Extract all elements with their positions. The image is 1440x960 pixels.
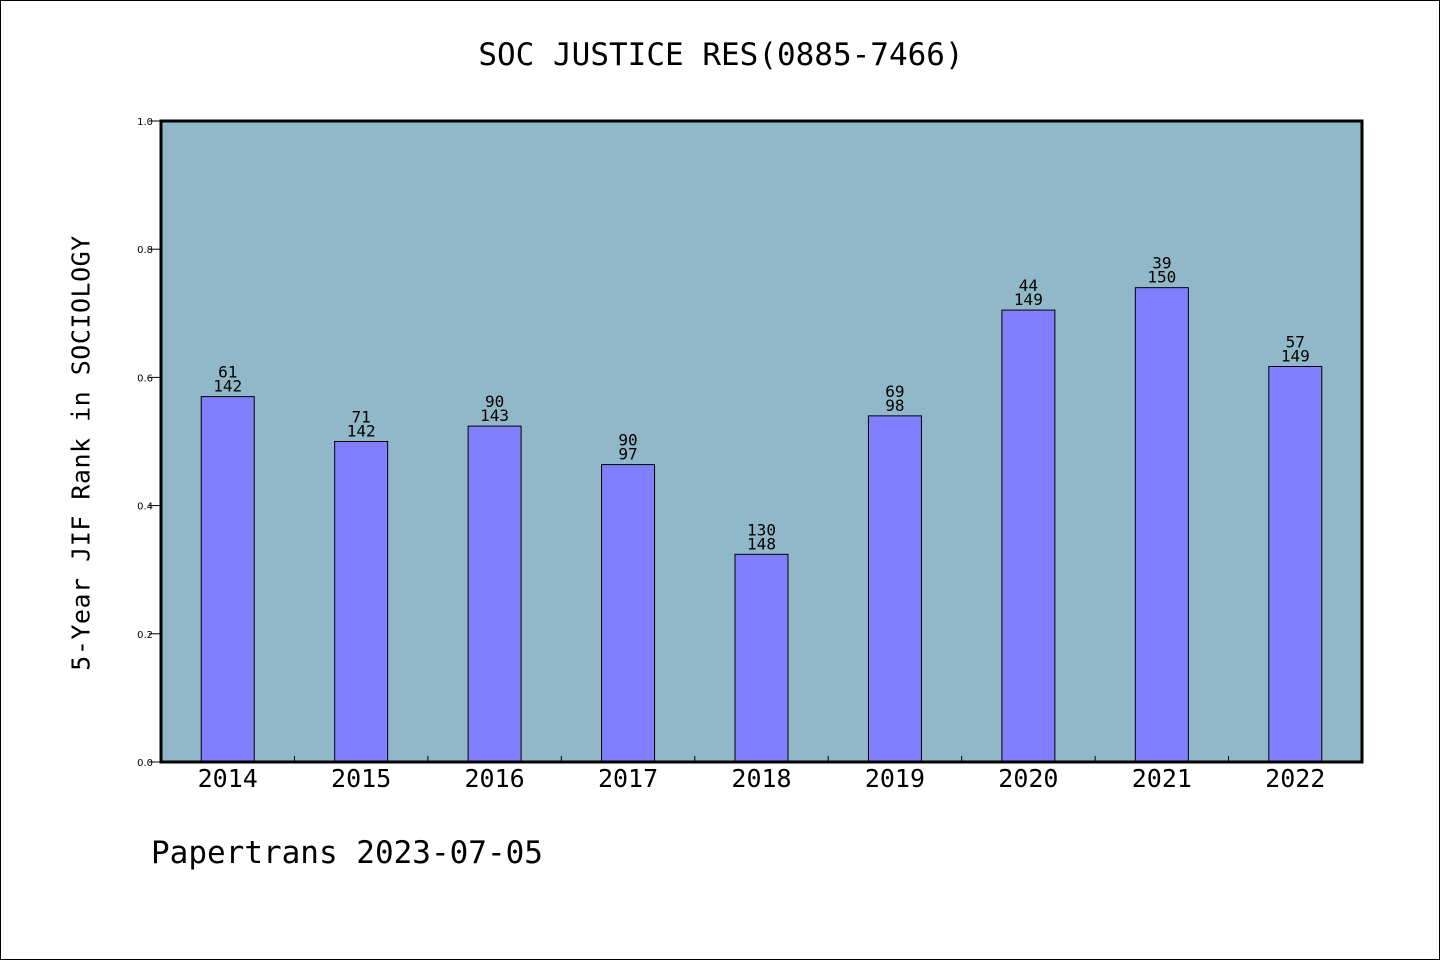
- bar-2018: [734, 553, 789, 763]
- bar-total-label: 98: [885, 396, 904, 415]
- bar-rank-label: 39: [1152, 254, 1171, 273]
- plot-frame: [159, 119, 1364, 764]
- x-tick-label: 2018: [731, 764, 791, 793]
- bar-rank-label: 44: [1019, 276, 1038, 295]
- x-tick-label: 2019: [865, 764, 925, 793]
- x-tick-label: 2014: [198, 764, 258, 793]
- y-tick-label: 1.0: [137, 117, 153, 128]
- footer-credit: Papertrans 2023-07-05: [151, 835, 543, 871]
- bar-2022: [1268, 366, 1323, 763]
- y-tick-label: 0.6: [137, 373, 153, 384]
- bar-2016: [467, 425, 522, 763]
- bar-total-label: 149: [1014, 290, 1043, 309]
- bar-2014: [200, 396, 255, 763]
- bar-rank-label: 57: [1286, 333, 1305, 352]
- x-tick-label: 2022: [1265, 764, 1325, 793]
- chart-title: SOC JUSTICE RES(0885-7466): [478, 37, 964, 73]
- x-tick-label: 2021: [1132, 764, 1192, 793]
- y-tick-label: 0.4: [137, 502, 153, 513]
- x-tick-label: 2020: [998, 764, 1058, 793]
- x-tick-label: 2016: [465, 764, 525, 793]
- bar-rank-label: 130: [747, 520, 776, 539]
- bar-2015: [334, 441, 389, 763]
- bar-total-label: 142: [213, 377, 242, 396]
- bar-rank-label: 90: [618, 431, 637, 450]
- bar-total-label: 142: [347, 422, 376, 441]
- bar-rank-label: 69: [885, 382, 904, 401]
- bar-total-label: 148: [747, 534, 776, 553]
- bar-total-label: 97: [618, 445, 637, 464]
- bar-total-label: 150: [1147, 268, 1176, 287]
- bar-2020: [1001, 309, 1056, 763]
- y-tick-label: 0.0: [137, 758, 153, 769]
- x-tick-label: 2017: [598, 764, 658, 793]
- bar-total-label: 149: [1281, 347, 1310, 366]
- bar-2021: [1134, 287, 1189, 763]
- bar-2019: [867, 415, 922, 763]
- bar-rank-label: 90: [485, 392, 504, 411]
- bar-rank-label: 61: [218, 363, 237, 382]
- x-tick-label: 2015: [331, 764, 391, 793]
- y-tick-label: 0.2: [137, 630, 153, 641]
- y-tick-label: 0.8: [137, 245, 153, 256]
- bar-total-label: 143: [480, 406, 509, 425]
- bar-2017: [601, 464, 656, 763]
- bar-rank-label: 71: [352, 408, 371, 427]
